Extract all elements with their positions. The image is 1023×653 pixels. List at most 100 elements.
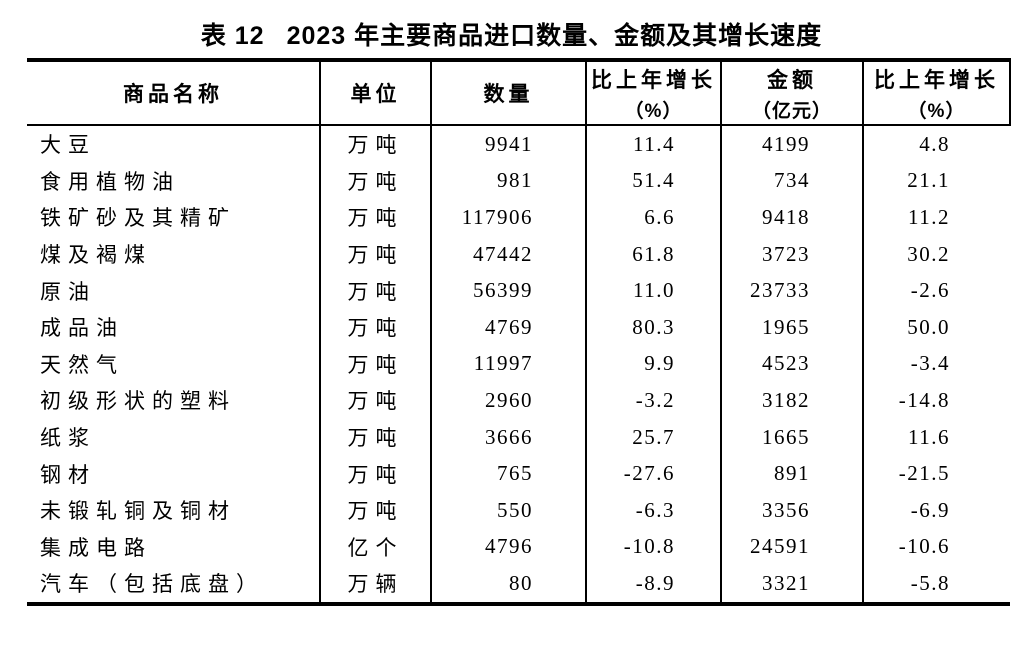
unit-cell: 万吨	[319, 272, 431, 309]
unit-cell: 万吨	[319, 382, 431, 419]
column-header-sublabel: （%）	[624, 100, 683, 122]
commodity-name-cell: 初级形状的塑料	[40, 389, 236, 414]
column-header-quantity: 数量	[430, 60, 586, 126]
quantity-growth-cell: -6.3	[585, 491, 721, 529]
unit-cell: 万吨	[319, 125, 431, 163]
commodity-name-cell: 钢材	[40, 462, 96, 487]
value-cell: 3723	[720, 235, 863, 273]
column-header-label: 单位	[350, 83, 401, 106]
value-cell: 3356	[720, 491, 863, 529]
table-row: 成品油 万吨 4769 80.3 1965 50.0	[27, 308, 1010, 346]
quantity-cell: 765	[430, 455, 586, 492]
commodity-name-cell: 铁矿砂及其精矿	[40, 206, 236, 231]
quantity-growth-cell: 6.6	[585, 199, 721, 236]
unit-cell: 万吨	[319, 308, 431, 346]
column-header-label: 比上年增长	[874, 68, 999, 92]
column-header-label: 商品名称	[123, 83, 223, 106]
quantity-growth-cell: -8.9	[585, 565, 721, 604]
commodity-name-cell: 煤及褐煤	[40, 243, 152, 268]
value-growth-cell: -10.6	[862, 528, 1010, 566]
commodity-name-cell: 大豆	[40, 133, 96, 158]
value-cell: 734	[720, 162, 863, 200]
quantity-growth-cell: 61.8	[585, 235, 721, 273]
value-growth-cell: -5.8	[862, 565, 1010, 604]
table-body: 大豆 万吨 9941 11.4 4199 4.8 食用植物油 万吨 981 51…	[27, 125, 1010, 604]
value-cell: 24591	[720, 528, 863, 566]
unit-cell: 万吨	[319, 491, 431, 529]
column-header-commodity-name: 商品名称	[27, 60, 320, 126]
value-cell: 1665	[720, 418, 863, 456]
quantity-growth-cell: -3.2	[585, 382, 721, 419]
commodity-name-cell: 食用植物油	[40, 169, 180, 194]
table-title-text: 2023 年主要商品进口数量、金额及其增长速度	[286, 22, 823, 50]
value-growth-cell: 11.6	[862, 418, 1010, 456]
quantity-cell: 550	[430, 491, 586, 529]
quantity-cell: 4796	[430, 528, 586, 566]
quantity-cell: 11997	[430, 345, 586, 383]
quantity-growth-cell: 80.3	[585, 308, 721, 346]
unit-cell: 万吨	[319, 345, 431, 383]
value-growth-cell: 11.2	[862, 199, 1010, 236]
table-row: 大豆 万吨 9941 11.4 4199 4.8	[27, 125, 1010, 163]
quantity-cell: 4769	[430, 308, 586, 346]
commodity-name-cell: 成品油	[40, 316, 124, 341]
quantity-growth-cell: 25.7	[585, 418, 721, 456]
table-row: 钢材 万吨 765 -27.6 891 -21.5	[27, 455, 1010, 492]
table-row: 天然气 万吨 11997 9.9 4523 -3.4	[27, 345, 1010, 383]
value-cell: 4199	[720, 125, 863, 163]
commodity-name-cell: 纸浆	[40, 426, 96, 451]
value-growth-cell: -21.5	[862, 455, 1010, 492]
column-header-sublabel: （亿元）	[751, 100, 832, 122]
column-header-quantity-growth: 比上年增长 （%）	[585, 60, 721, 126]
column-header-value: 金额 （亿元）	[720, 60, 863, 126]
value-cell: 4523	[720, 345, 863, 383]
table-row: 未锻轧铜及铜材 万吨 550 -6.3 3356 -6.9	[27, 491, 1010, 529]
unit-cell: 万辆	[319, 565, 431, 604]
table-row: 原油 万吨 56399 11.0 23733 -2.6	[27, 272, 1010, 309]
table-row: 煤及褐煤 万吨 47442 61.8 3723 30.2	[27, 235, 1010, 273]
column-header-sublabel: （%）	[907, 100, 966, 122]
column-header-value-growth: 比上年增长 （%）	[862, 60, 1011, 126]
value-cell: 1965	[720, 308, 863, 346]
quantity-growth-cell: 51.4	[585, 162, 721, 200]
value-cell: 23733	[720, 272, 863, 309]
unit-cell: 万吨	[319, 455, 431, 492]
table-row: 集成电路 亿个 4796 -10.8 24591 -10.6	[27, 528, 1010, 566]
quantity-cell: 2960	[430, 382, 586, 419]
quantity-cell: 47442	[430, 235, 586, 273]
table-row: 初级形状的塑料 万吨 2960 -3.2 3182 -14.8	[27, 382, 1010, 419]
quantity-growth-cell: 11.0	[585, 272, 721, 309]
quantity-cell: 56399	[430, 272, 586, 309]
unit-cell: 万吨	[319, 162, 431, 200]
table-title: 表 12 2023 年主要商品进口数量、金额及其增长速度	[0, 22, 1023, 50]
unit-cell: 亿个	[319, 528, 431, 566]
value-cell: 3182	[720, 382, 863, 419]
value-growth-cell: -2.6	[862, 272, 1010, 309]
value-growth-cell: -3.4	[862, 345, 1010, 383]
quantity-growth-cell: -27.6	[585, 455, 721, 492]
column-header-label: 数量	[483, 83, 534, 106]
table-header: 商品名称 单位 数量 比上年增长 （%） 金额 （亿元） 比上年增长	[27, 60, 1011, 126]
unit-cell: 万吨	[319, 235, 431, 273]
quantity-cell: 117906	[430, 199, 586, 236]
commodity-name-cell: 天然气	[40, 352, 124, 377]
unit-cell: 万吨	[319, 199, 431, 236]
import-commodities-table: 商品名称 单位 数量 比上年增长 （%） 金额 （亿元） 比上年增长	[27, 58, 1011, 606]
header-row: 商品名称 单位 数量 比上年增长 （%） 金额 （亿元） 比上年增长	[27, 60, 1011, 126]
commodity-name-cell: 未锻轧铜及铜材	[40, 499, 236, 524]
quantity-cell: 80	[430, 565, 586, 604]
quantity-cell: 3666	[430, 418, 586, 456]
value-cell: 9418	[720, 199, 863, 236]
quantity-growth-cell: -10.8	[585, 528, 721, 566]
quantity-growth-cell: 11.4	[585, 125, 721, 163]
value-cell: 891	[720, 455, 863, 492]
value-growth-cell: 30.2	[862, 235, 1010, 273]
value-growth-cell: 21.1	[862, 162, 1010, 200]
value-growth-cell: -6.9	[862, 491, 1010, 529]
value-cell: 3321	[720, 565, 863, 604]
value-growth-cell: 4.8	[862, 125, 1010, 163]
value-growth-cell: -14.8	[862, 382, 1010, 419]
table-row: 汽车（包括底盘） 万辆 80 -8.9 3321 -5.8	[27, 565, 1010, 604]
column-header-label: 比上年增长	[591, 68, 716, 92]
